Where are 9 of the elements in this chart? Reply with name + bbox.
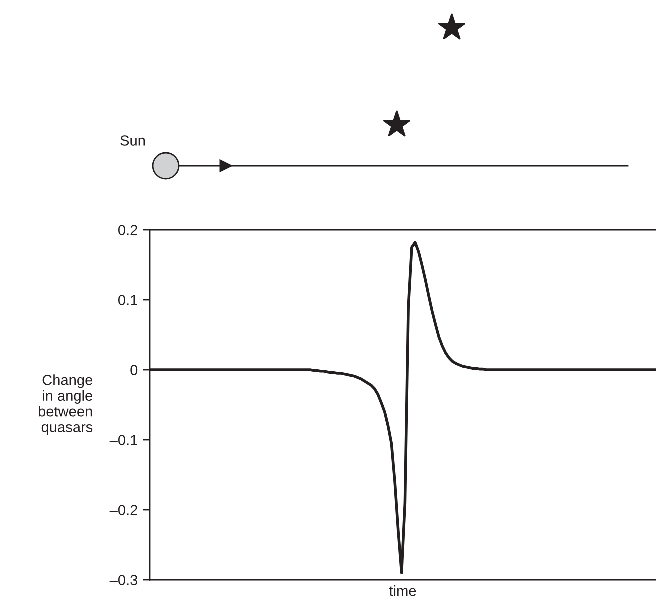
y-axis-title: Change in angle between quasars — [38, 374, 93, 436]
y-tick-label: –0.1 — [110, 435, 138, 446]
y-tick-label: 0.1 — [118, 295, 138, 306]
y-tick-label: 0.2 — [118, 225, 138, 236]
x-axis-title: time — [389, 586, 416, 596]
text: Sun — [120, 136, 146, 146]
y-tick-label: 0 — [130, 365, 138, 376]
y-tick-label: –0.2 — [110, 505, 138, 516]
y-tick-label: –0.3 — [110, 575, 138, 586]
